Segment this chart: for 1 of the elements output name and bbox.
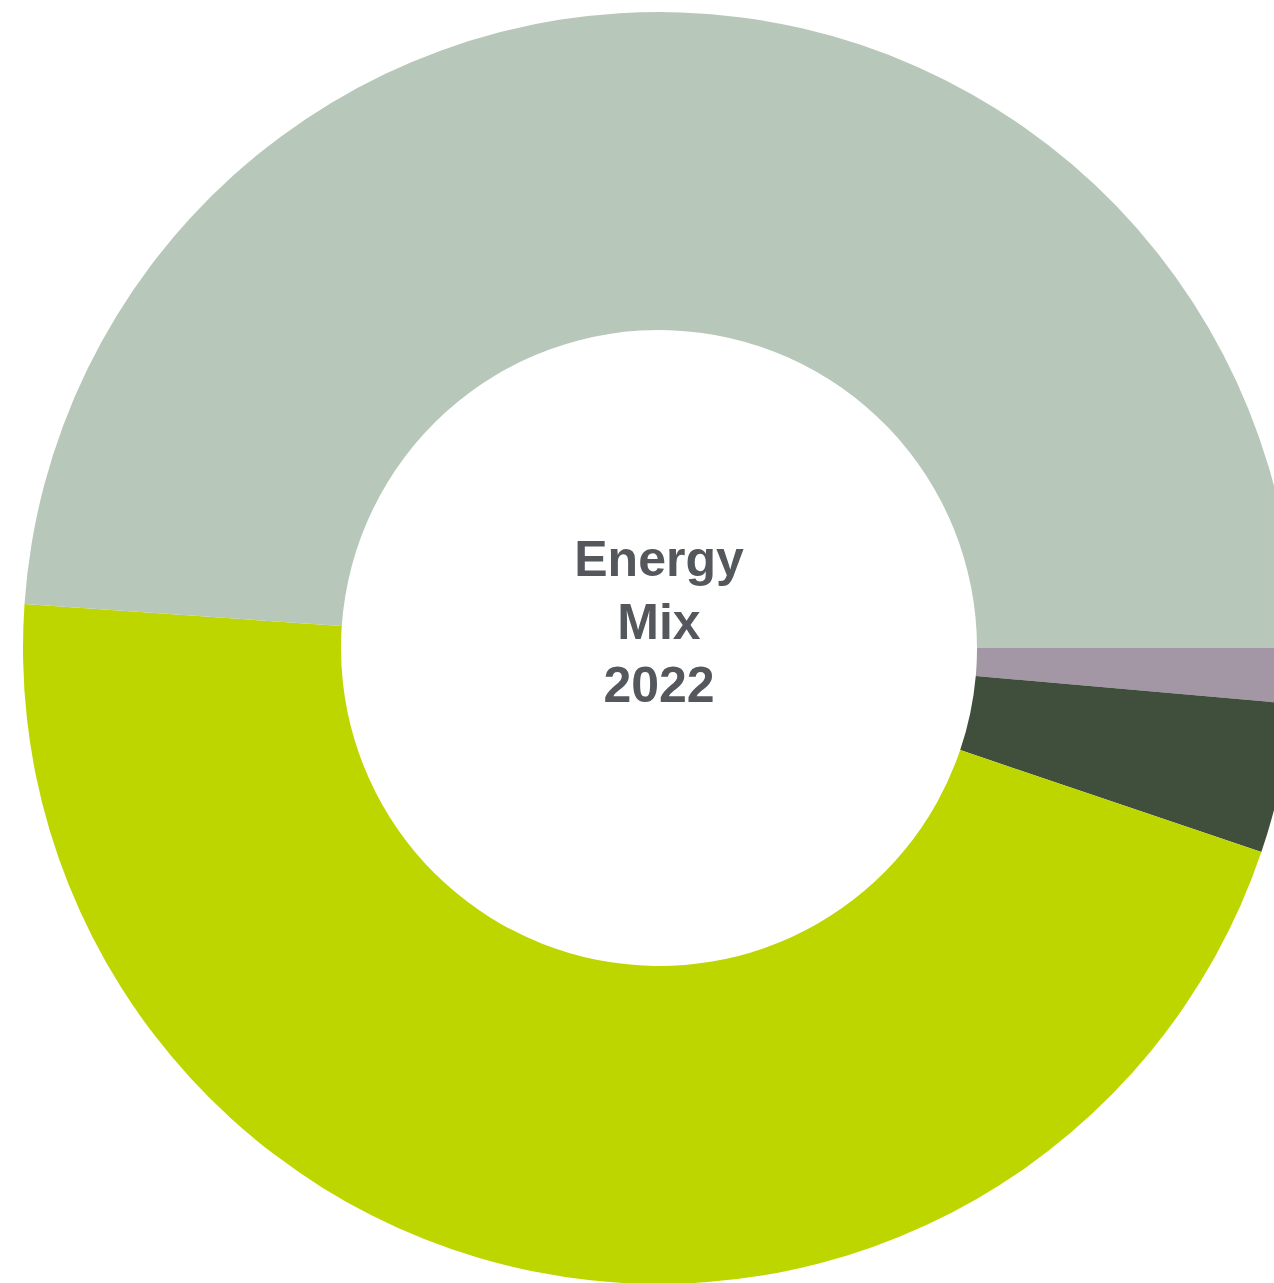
text: Energy Mix 2022 <box>573 530 745 715</box>
